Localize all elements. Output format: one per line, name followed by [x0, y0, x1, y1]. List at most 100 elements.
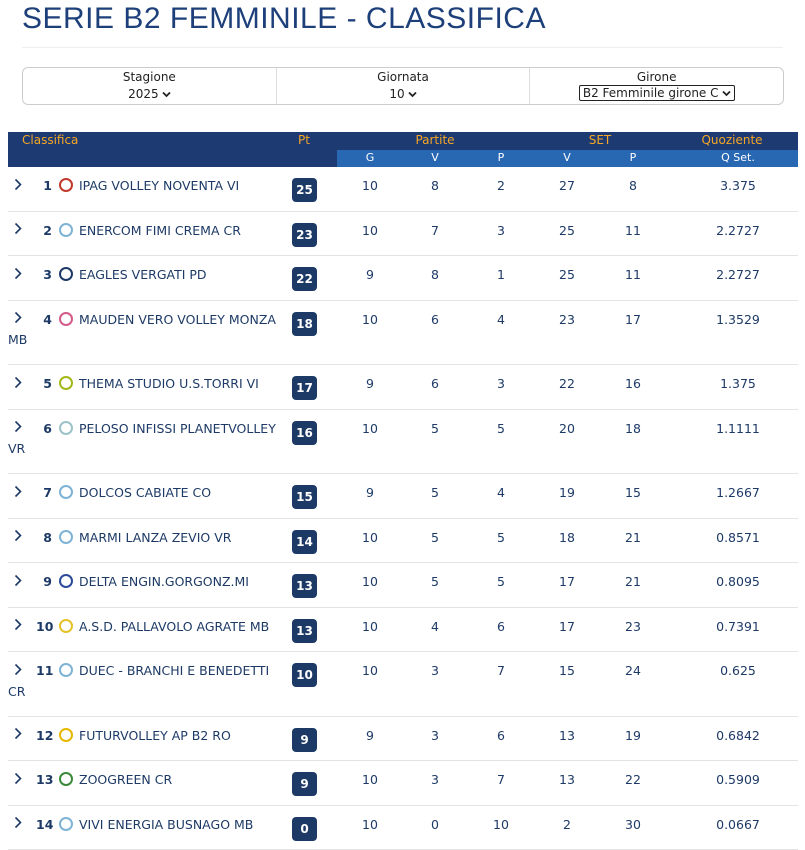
stat-g: 10: [362, 176, 378, 196]
page-title: SERIE B2 FEMMINILE - CLASSIFICA: [22, 2, 546, 36]
filter-select[interactable]: B2 Femminile girone C: [579, 85, 735, 101]
points-badge: 17: [292, 376, 317, 400]
expand-arrow[interactable]: [8, 375, 36, 395]
team-logo: [59, 619, 73, 633]
stat-v: 6: [431, 374, 439, 394]
stat-p: 6: [497, 617, 505, 637]
stat-set-p: 30: [625, 815, 641, 835]
team-name: ZOOGREEN CR: [79, 772, 172, 787]
expand-arrow[interactable]: [8, 617, 36, 637]
rank: 13: [36, 770, 52, 790]
team-cell: 8 MARMI LANZA ZEVIO VR: [8, 528, 280, 549]
filter-label: Girone: [530, 70, 783, 84]
stat-g: 10: [362, 770, 378, 790]
stat-set-v: 20: [559, 419, 575, 439]
stat-set-p: 11: [625, 265, 641, 285]
filter-select[interactable]: 10: [389, 87, 416, 101]
expand-arrow[interactable]: [8, 419, 36, 439]
group-header: Pt: [298, 133, 310, 147]
stat-q: 3.375: [720, 176, 756, 196]
expand-arrow[interactable]: [8, 726, 36, 746]
stat-g: 10: [362, 221, 378, 241]
expand-arrow[interactable]: [8, 221, 36, 241]
filter-value: B2 Femminile girone C: [583, 86, 719, 100]
expand-arrow[interactable]: [8, 528, 36, 548]
rank: 11: [36, 661, 52, 681]
stat-set-v: 23: [559, 310, 575, 330]
stat-set-p: 16: [625, 374, 641, 394]
rank: 12: [36, 726, 52, 746]
team-logo: [59, 728, 73, 742]
stat-g: 9: [366, 483, 374, 503]
expand-arrow[interactable]: [8, 266, 36, 286]
stat-p: 6: [497, 726, 505, 746]
team-logo: [59, 178, 73, 192]
rank: 8: [36, 528, 52, 548]
stat-q: 1.1111: [716, 419, 760, 439]
stat-set-v: 2: [563, 815, 571, 835]
stat-p: 5: [497, 419, 505, 439]
stat-p: 7: [497, 661, 505, 681]
column-header: V: [563, 151, 571, 164]
team-name: DELTA ENGIN.GORGONZ.MI: [79, 574, 249, 589]
column-header: P: [498, 151, 505, 164]
stat-v: 6: [431, 310, 439, 330]
team-name: FUTURVOLLEY AP B2 RO: [79, 728, 231, 743]
group-header: SET: [589, 133, 612, 147]
team-logo: [59, 267, 73, 281]
filter-select[interactable]: 2025: [128, 87, 171, 101]
stat-g: 10: [362, 310, 378, 330]
expand-arrow[interactable]: [8, 815, 36, 835]
stat-p: 1: [497, 265, 505, 285]
stat-set-p: 21: [625, 528, 641, 548]
stat-set-p: 17: [625, 310, 641, 330]
rank: 5: [36, 374, 52, 394]
stat-q: 0.5909: [716, 770, 760, 790]
points-badge: 13: [292, 574, 317, 598]
expand-arrow[interactable]: [8, 573, 36, 593]
stat-g: 9: [366, 726, 374, 746]
team-name: MARMI LANZA ZEVIO VR: [79, 530, 231, 545]
expand-arrow[interactable]: [8, 484, 36, 504]
stat-set-v: 18: [559, 528, 575, 548]
stat-set-v: 27: [559, 176, 575, 196]
stat-set-v: 25: [559, 221, 575, 241]
points-badge: 9: [292, 772, 317, 796]
expand-arrow[interactable]: [8, 662, 36, 682]
stat-set-v: 25: [559, 265, 575, 285]
expand-arrow[interactable]: [8, 177, 36, 197]
rank: 3: [36, 265, 52, 285]
filter-value: 10: [389, 87, 404, 101]
group-header: Quoziente: [701, 133, 762, 147]
stat-v: 0: [431, 815, 439, 835]
stat-q: 1.2667: [716, 483, 760, 503]
team-cell: 13 ZOOGREEN CR: [8, 770, 280, 791]
points-badge: 10: [292, 663, 317, 687]
points-badge: 15: [292, 485, 317, 509]
stat-g: 10: [362, 815, 378, 835]
stat-q: 0.6842: [716, 726, 760, 746]
stat-v: 4: [431, 617, 439, 637]
team-name: DOLCOS CABIATE CO: [79, 485, 211, 500]
points-badge: 25: [292, 178, 317, 202]
filter-label: Giornata: [277, 70, 530, 84]
expand-arrow[interactable]: [8, 310, 36, 330]
expand-arrow[interactable]: [8, 771, 36, 791]
